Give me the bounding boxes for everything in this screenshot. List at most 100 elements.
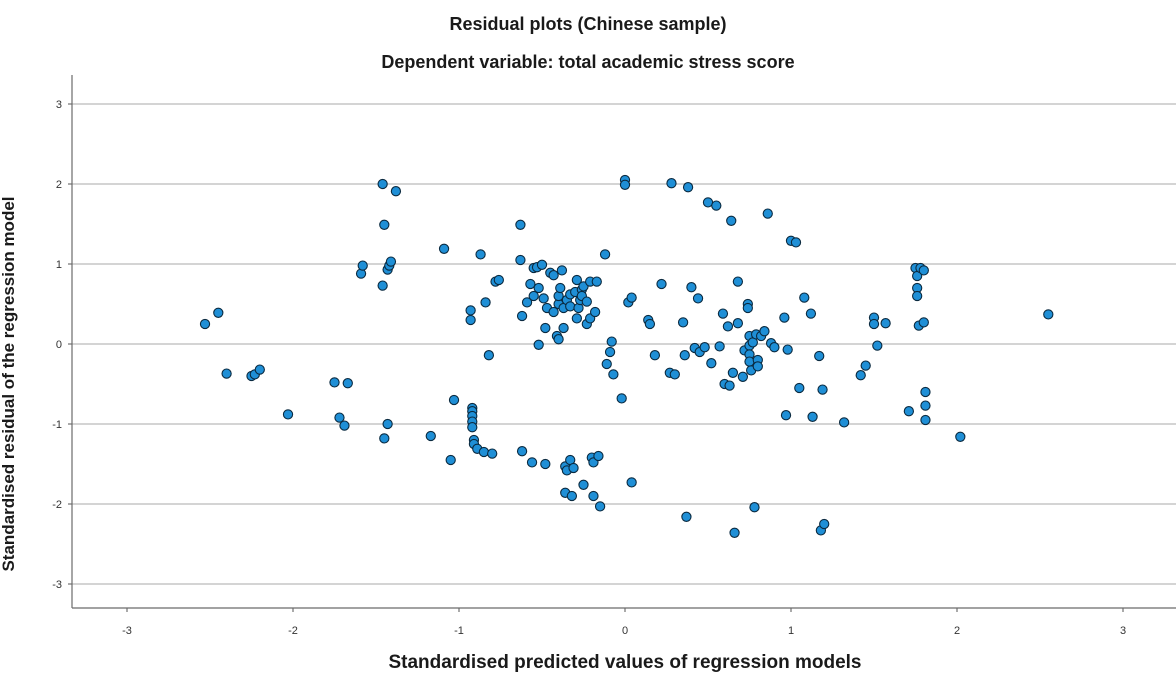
data-point — [221, 368, 232, 379]
x-tick-label: -2 — [288, 625, 298, 637]
x-tick-label: 3 — [1120, 625, 1126, 637]
y-tick-label: 2 — [56, 179, 62, 191]
data-point — [578, 479, 589, 490]
data-point — [819, 518, 830, 530]
data-point — [334, 412, 345, 423]
data-point — [706, 358, 717, 369]
data-point — [538, 293, 549, 304]
data-point — [515, 219, 526, 230]
data-point — [805, 308, 817, 319]
tick-labels: 3 2 1 0 -1 -2 -3 -3 -2 -1 0 1 2 3 — [52, 99, 1126, 637]
data-point — [385, 256, 397, 267]
chart-title: Residual plots (Chinese sample) — [449, 14, 727, 34]
data-point — [790, 237, 802, 248]
data-point — [912, 290, 923, 302]
data-point — [666, 178, 677, 189]
data-point — [548, 306, 559, 318]
y-tick-label: -2 — [52, 499, 62, 511]
data-point — [526, 457, 538, 468]
data-point — [626, 292, 637, 303]
data-point — [780, 410, 792, 421]
data-point — [608, 369, 619, 380]
data-point — [566, 490, 578, 502]
data-point — [677, 317, 689, 328]
data-point — [487, 448, 498, 459]
data-point — [339, 420, 350, 431]
data-point — [521, 297, 533, 308]
data-point — [920, 400, 931, 411]
data-point — [467, 422, 478, 433]
data-point — [742, 302, 753, 314]
data-point — [868, 318, 880, 330]
data-point — [548, 270, 559, 281]
data-point — [727, 367, 739, 378]
data-point — [480, 297, 491, 308]
data-point — [571, 274, 583, 286]
data-point — [377, 178, 388, 190]
data-point — [872, 340, 883, 351]
data-point — [717, 308, 729, 319]
data-point — [686, 282, 697, 293]
x-tick-label: 0 — [622, 625, 628, 637]
data-point — [817, 384, 828, 395]
data-point — [379, 433, 390, 444]
data-point — [769, 342, 780, 353]
data-point — [903, 406, 915, 417]
data-point — [465, 314, 476, 326]
data-point — [478, 446, 490, 458]
data-point — [737, 371, 749, 382]
data-point — [213, 307, 224, 318]
data-point — [855, 370, 866, 381]
data-point — [656, 278, 667, 290]
data-point — [390, 186, 402, 197]
data-point — [448, 394, 460, 406]
data-point — [553, 334, 564, 345]
y-tick-label: -1 — [52, 419, 62, 431]
data-point — [342, 378, 353, 389]
data-point — [799, 292, 810, 303]
data-points — [199, 174, 1054, 538]
data-point — [752, 361, 763, 372]
data-point — [589, 306, 601, 318]
data-point — [254, 364, 265, 375]
data-point — [475, 249, 486, 260]
data-point — [669, 369, 680, 380]
data-point — [955, 431, 966, 442]
y-axis-label: Standardised residual of the regression … — [0, 196, 18, 572]
data-point — [619, 179, 631, 190]
data-point — [357, 260, 368, 271]
data-point — [533, 282, 544, 294]
data-point — [606, 336, 617, 347]
data-point — [329, 377, 340, 388]
data-point — [445, 454, 456, 466]
data-point — [382, 418, 393, 430]
data-point — [536, 259, 548, 270]
data-point — [732, 318, 744, 329]
data-point — [714, 341, 725, 352]
x-tick-label: -3 — [122, 625, 132, 637]
data-point — [282, 409, 294, 420]
data-point — [599, 249, 611, 260]
data-point — [762, 208, 773, 219]
data-point — [525, 278, 536, 290]
data-point — [528, 290, 539, 302]
y-tick-label: -3 — [52, 579, 62, 591]
data-point — [516, 310, 528, 322]
data-point — [860, 360, 871, 371]
data-point — [571, 313, 583, 324]
data-point — [759, 326, 770, 337]
data-point — [581, 296, 592, 307]
data-point — [199, 318, 211, 330]
data-point — [593, 450, 604, 462]
x-tick-label: 2 — [954, 625, 960, 637]
data-point — [918, 317, 929, 328]
data-point — [425, 430, 436, 442]
data-point — [644, 318, 656, 330]
data-point — [920, 386, 931, 398]
data-point — [699, 342, 710, 353]
y-tick-label: 0 — [56, 339, 62, 351]
gridlines — [72, 103, 1176, 585]
data-point — [601, 358, 612, 370]
data-point — [724, 380, 735, 391]
